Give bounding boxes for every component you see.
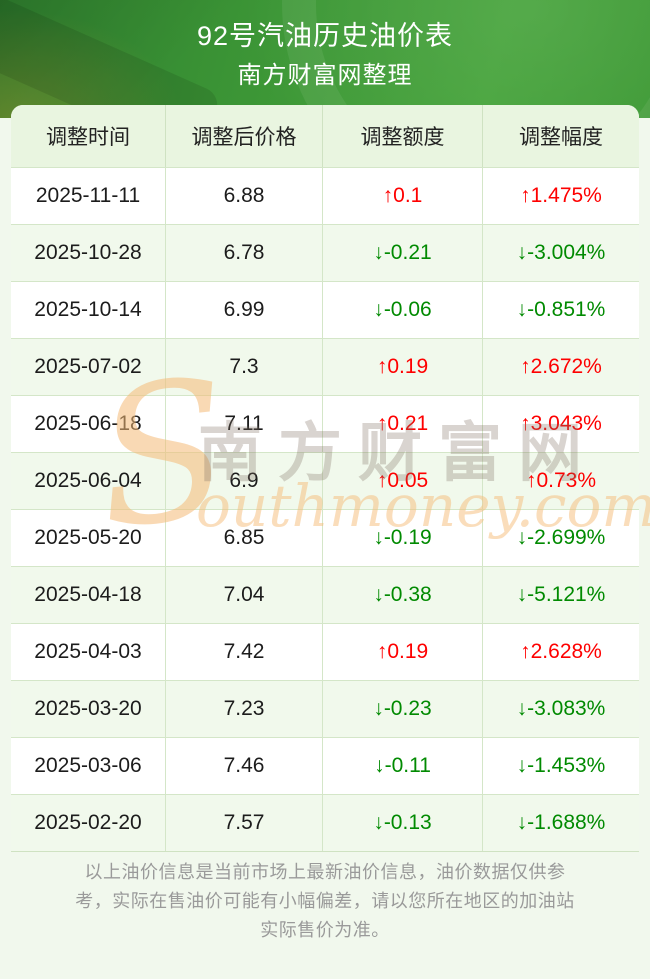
column-header-price: 调整后价格 bbox=[166, 105, 323, 167]
table-row: 2025-02-20 7.57 ↓-0.13 ↓-1.688% bbox=[11, 794, 639, 851]
cell-change-amount: ↑0.19 bbox=[323, 624, 483, 680]
table-row: 2025-11-11 6.88 ↑0.1 ↑1.475% bbox=[11, 167, 639, 224]
table-row: 2025-07-02 7.3 ↑0.19 ↑2.672% bbox=[11, 338, 639, 395]
cell-adjust-date: 2025-03-20 bbox=[11, 681, 166, 737]
cell-change-percent: ↑2.628% bbox=[520, 640, 602, 663]
cell-change-percent: ↑1.475% bbox=[520, 184, 602, 207]
cell-change-percent: ↓-5.121% bbox=[516, 583, 606, 606]
table-row: 2025-03-06 7.46 ↓-0.11 ↓-1.453% bbox=[11, 737, 639, 794]
cell-change-amount: ↑0.19 bbox=[323, 339, 483, 395]
cell-new-price: 7.46 bbox=[166, 738, 323, 794]
table-row: 2025-06-18 7.11 ↑0.21 ↑3.043% bbox=[11, 395, 639, 452]
cell-change-percent: ↑0.73% bbox=[525, 469, 597, 492]
cell-change-amount: ↑0.1 bbox=[323, 168, 483, 224]
cell-adjust-date: 2025-04-03 bbox=[11, 624, 166, 680]
cell-new-price: 7.04 bbox=[166, 567, 323, 623]
banner-titles: 92号汽油历史油价表 南方财富网整理 bbox=[0, 0, 650, 89]
price-table: 调整时间 调整后价格 调整额度 调整幅度 2025-11-11 6.88 ↑0.… bbox=[11, 105, 639, 852]
cell-new-price: 7.57 bbox=[166, 795, 323, 851]
cell-change-amount: ↑0.05 bbox=[323, 453, 483, 509]
cell-change-amount: ↑0.21 bbox=[323, 396, 483, 452]
cell-change-percent: ↓-3.083% bbox=[516, 697, 606, 720]
cell-change-amount: ↓-0.21 bbox=[323, 225, 483, 281]
cell-adjust-date: 2025-06-18 bbox=[11, 396, 166, 452]
table-row: 2025-06-04 6.9 ↑0.05 ↑0.73% bbox=[11, 452, 639, 509]
cell-change-amount: ↓-0.06 bbox=[323, 282, 483, 338]
cell-change-amount: ↓-0.23 bbox=[323, 681, 483, 737]
cell-adjust-date: 2025-03-06 bbox=[11, 738, 166, 794]
cell-new-price: 7.42 bbox=[166, 624, 323, 680]
cell-change-percent: ↓-3.004% bbox=[516, 241, 606, 264]
cell-adjust-date: 2025-06-04 bbox=[11, 453, 166, 509]
cell-new-price: 6.78 bbox=[166, 225, 323, 281]
page-banner: 92号汽油历史油价表 南方财富网整理 bbox=[0, 0, 650, 118]
page-title: 92号汽油历史油价表 bbox=[196, 21, 454, 51]
cell-change-percent: ↑2.672% bbox=[520, 355, 602, 378]
table-body: 2025-11-11 6.88 ↑0.1 ↑1.475% 2025-10-28 … bbox=[11, 167, 639, 851]
table-row: 2025-10-14 6.99 ↓-0.06 ↓-0.851% bbox=[11, 281, 639, 338]
cell-adjust-date: 2025-11-11 bbox=[11, 168, 166, 224]
cell-change-amount: ↓-0.11 bbox=[323, 738, 483, 794]
page-subtitle: 南方财富网整理 bbox=[237, 62, 413, 89]
cell-change-percent: ↓-0.851% bbox=[516, 298, 606, 321]
cell-new-price: 7.11 bbox=[166, 396, 323, 452]
cell-new-price: 6.85 bbox=[166, 510, 323, 566]
cell-new-price: 7.23 bbox=[166, 681, 323, 737]
cell-adjust-date: 2025-07-02 bbox=[11, 339, 166, 395]
cell-adjust-date: 2025-10-14 bbox=[11, 282, 166, 338]
table-row: 2025-10-28 6.78 ↓-0.21 ↓-3.004% bbox=[11, 224, 639, 281]
cell-change-amount: ↓-0.13 bbox=[323, 795, 483, 851]
cell-change-percent: ↓-1.688% bbox=[516, 811, 606, 834]
cell-change-amount: ↓-0.19 bbox=[323, 510, 483, 566]
column-header-change: 调整额度 bbox=[323, 105, 483, 167]
cell-adjust-date: 2025-05-20 bbox=[11, 510, 166, 566]
table-row: 2025-04-03 7.42 ↑0.19 ↑2.628% bbox=[11, 623, 639, 680]
cell-new-price: 6.88 bbox=[166, 168, 323, 224]
column-header-pct: 调整幅度 bbox=[519, 126, 603, 149]
cell-change-percent: ↓-2.699% bbox=[516, 526, 606, 549]
cell-adjust-date: 2025-04-18 bbox=[11, 567, 166, 623]
table-row: 2025-05-20 6.85 ↓-0.19 ↓-2.699% bbox=[11, 509, 639, 566]
disclaimer-note: 以上油价信息是当前市场上最新油价信息，油价数据仅供参考，实际在售油价可能有小幅偏… bbox=[75, 862, 575, 940]
cell-change-amount: ↓-0.38 bbox=[323, 567, 483, 623]
cell-new-price: 6.99 bbox=[166, 282, 323, 338]
table-row: 2025-04-18 7.04 ↓-0.38 ↓-5.121% bbox=[11, 566, 639, 623]
cell-adjust-date: 2025-10-28 bbox=[11, 225, 166, 281]
table-header-row: 调整时间 调整后价格 调整额度 调整幅度 bbox=[11, 105, 639, 167]
cell-change-percent: ↑3.043% bbox=[520, 412, 602, 435]
cell-change-percent: ↓-1.453% bbox=[516, 754, 606, 777]
cell-new-price: 6.9 bbox=[166, 453, 323, 509]
cell-adjust-date: 2025-02-20 bbox=[11, 795, 166, 851]
column-header-date: 调整时间 bbox=[11, 105, 166, 167]
cell-new-price: 7.3 bbox=[166, 339, 323, 395]
table-row: 2025-03-20 7.23 ↓-0.23 ↓-3.083% bbox=[11, 680, 639, 737]
